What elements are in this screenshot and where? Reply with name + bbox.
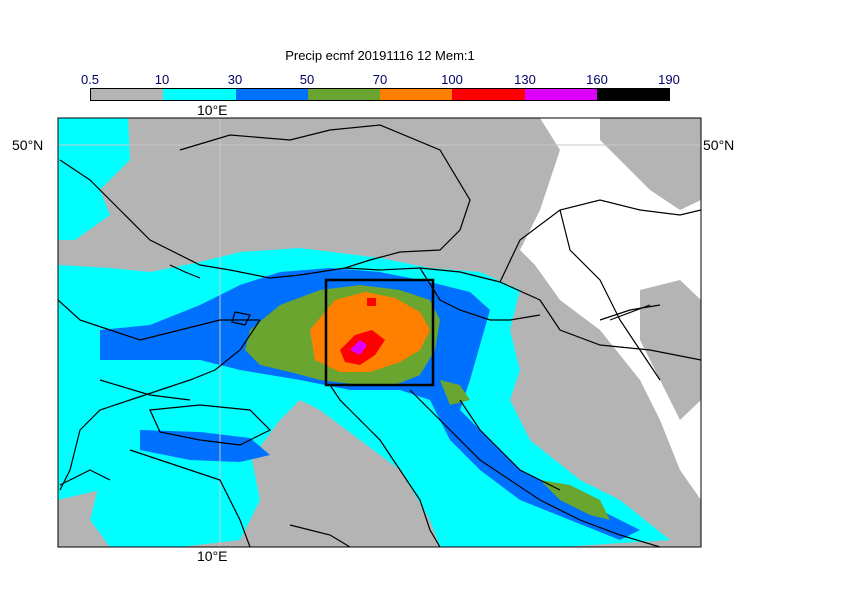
precip-red-area [340, 298, 385, 365]
legend-swatch-6 [524, 89, 597, 100]
legend-label-5: 100 [441, 72, 463, 87]
precip-magenta-area [350, 340, 367, 355]
legend-swatch-3 [307, 89, 380, 100]
map-frame [57, 117, 702, 548]
chart-title: Precip ecmf 20191116 12 Mem:1 [285, 48, 475, 63]
legend-swatch-2 [235, 89, 308, 100]
lon-label-top: 10°E [197, 102, 228, 118]
legend-swatch-4 [380, 89, 453, 100]
legend-swatch-7 [596, 89, 669, 100]
coastlines-borders [58, 124, 701, 547]
legend-label-8: 190 [658, 72, 680, 87]
lat-label-right: 50°N [703, 137, 735, 153]
legend-label-7: 160 [586, 72, 608, 87]
legend-swatch-5 [452, 89, 525, 100]
lat-label-left: 50°N [12, 137, 44, 153]
legend-label-3: 50 [299, 72, 315, 87]
legend-label-0: 0.5 [80, 72, 100, 87]
legend-swatch-0 [91, 89, 164, 100]
legend-label-4: 70 [372, 72, 388, 87]
legend-colorbar [90, 88, 670, 101]
legend-label-1: 10 [154, 72, 170, 87]
legend-label-2: 30 [227, 72, 243, 87]
precip-field [58, 118, 701, 547]
legend-label-6: 130 [514, 72, 536, 87]
region-box [324, 278, 435, 387]
precip-blue-area [100, 268, 640, 540]
lon-label-bottom: 10°E [197, 548, 228, 564]
legend-swatch-1 [163, 89, 236, 100]
